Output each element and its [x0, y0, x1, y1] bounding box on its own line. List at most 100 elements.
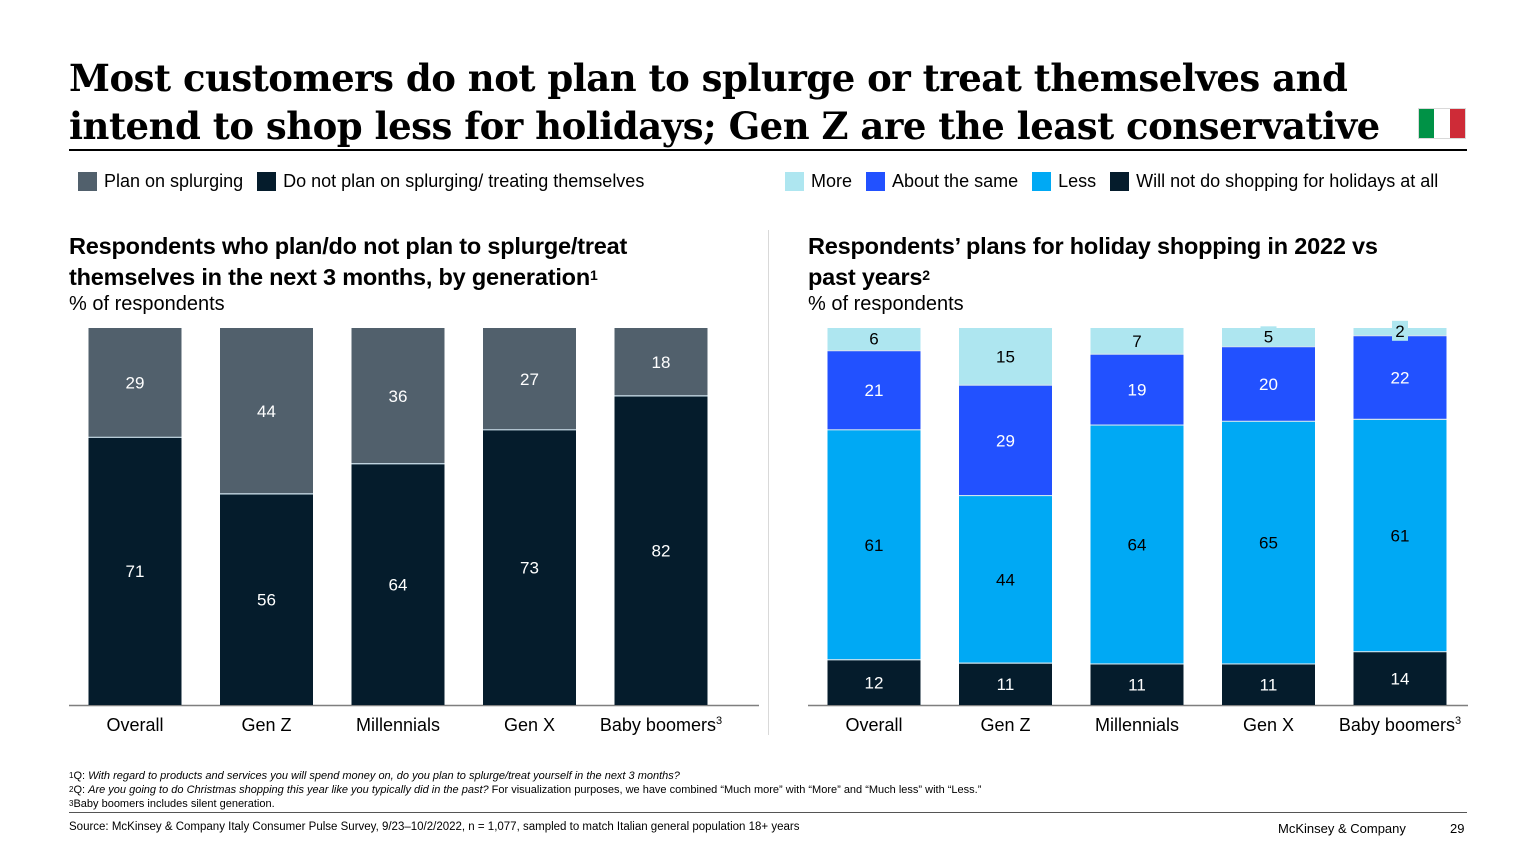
legend-label: Will not do shopping for holidays at all [1136, 171, 1439, 191]
data-label: 64 [389, 575, 408, 594]
bar-segment [220, 328, 313, 494]
data-label: 14 [1391, 669, 1410, 688]
data-label: 44 [257, 402, 276, 421]
x-tick-label: Baby boomers3 [1339, 715, 1461, 735]
data-label: 22 [1391, 369, 1410, 388]
legend-right: More About the same Less Will not do shoppi… [785, 171, 1438, 192]
footnote-2-prefix: Q: [73, 784, 89, 796]
legend-label: Less [1058, 171, 1097, 191]
footnotes: 1Q: With regard to products and services… [69, 769, 981, 811]
left-chart-title-line-1: Respondents who plan/do not plan to splu… [69, 233, 628, 259]
data-label: 15 [996, 348, 1015, 367]
bar-millennials: 11 64 19 7 [1090, 328, 1184, 705]
data-label-box [1392, 320, 1408, 341]
left-chart-title-line-2: themselves in the next 3 months, by gene… [69, 264, 590, 290]
bar-segment [1353, 335, 1447, 420]
bar-segment [88, 328, 182, 438]
legend-swatch [1110, 172, 1130, 191]
data-label: 18 [652, 353, 671, 372]
legend-label: Do not plan on splurging/ treating thems… [283, 171, 645, 191]
footnote-2: 2Q: Are you going to do Christmas shoppi… [69, 783, 981, 797]
right-chart-title-line-2: past years [808, 264, 923, 290]
bar-segment [1222, 346, 1315, 422]
right-stacked-bar-chart: 12 61 21 6 Overall 11 44 29 15 Gen Z 11 64 19 7 Millen… [808, 320, 1468, 735]
data-label: 73 [520, 558, 539, 577]
data-label: 29 [126, 374, 145, 393]
bar-segment [1090, 328, 1184, 355]
data-label: 65 [1259, 534, 1278, 553]
right-chart-title: Respondents’ plans for holiday shopping … [808, 231, 1378, 293]
bar-segment [959, 385, 1052, 496]
right-chart-unit: % of respondents [808, 293, 964, 315]
data-label-box [1260, 326, 1277, 347]
data-label: 29 [996, 431, 1015, 450]
left-chart-unit: % of respondents [69, 293, 225, 315]
bar-segment [959, 495, 1052, 664]
bar-segment [1090, 663, 1184, 705]
legend-right-item: Will not do shopping for holidays at all [1110, 171, 1438, 192]
x-tick-label: Millennials [356, 715, 440, 735]
x-tick-label: Gen Z [241, 715, 291, 735]
data-label: 61 [1391, 527, 1410, 546]
bar-segment [220, 493, 313, 705]
data-label: 11 [997, 675, 1015, 694]
bar-baby-boomers: 82 18 [614, 328, 708, 705]
data-label: 5 [1264, 327, 1273, 346]
legend-swatch [1032, 172, 1052, 191]
bar-segment [1090, 425, 1184, 664]
footnote-3: 3Baby boomers includes silent generation… [69, 797, 981, 811]
bar-segment [1222, 663, 1315, 705]
data-label: 7 [1132, 332, 1141, 351]
data-label: 82 [652, 541, 671, 560]
x-tick-label: Overall [845, 715, 902, 735]
footnote-ref-1: 1 [590, 267, 598, 283]
bar-segment [483, 429, 576, 705]
data-label: 19 [1128, 381, 1147, 400]
bar-gen-x: 73 27 [483, 328, 576, 705]
italy-flag-icon [1418, 108, 1466, 139]
page-number: 29 [1450, 821, 1465, 836]
data-label: 44 [996, 570, 1015, 589]
legend-left-item: Do not plan on splurging/ treating thems… [257, 171, 644, 192]
legend-swatch [257, 172, 277, 191]
bar-gen-z: 11 44 29 15 [959, 328, 1052, 705]
right-chart-title-line-1: Respondents’ plans for holiday shopping … [808, 233, 1378, 259]
legend-right-item: About the same [866, 171, 1018, 192]
footnote-ref-2: 2 [922, 267, 930, 283]
data-label: 64 [1128, 535, 1147, 554]
flag-stripe-green [1419, 109, 1435, 138]
bar-segment [88, 437, 182, 705]
footnote-2-note: For visualization purposes, we have comb… [488, 784, 982, 796]
title-divider [69, 149, 1467, 151]
x-tick-label: Gen Z [980, 715, 1030, 735]
footnote-1-prefix: Q: [73, 770, 89, 782]
footnote-2-number: 2 [69, 785, 74, 794]
data-label: 11 [1260, 675, 1278, 694]
data-label: 20 [1259, 375, 1278, 394]
panel-divider [768, 230, 769, 735]
footnote-1-question: With regard to products and services you… [88, 770, 680, 782]
bar-segment [827, 429, 921, 660]
legend-left: Plan on splurging Do not plan on splurgin… [78, 171, 644, 192]
bar-segment [483, 328, 576, 430]
legend-right-item: More [785, 171, 852, 192]
footnote-3-number: 3 [69, 799, 74, 808]
bar-segment [1090, 354, 1184, 426]
bar-millennials: 64 36 [351, 328, 445, 705]
bar-segment [1353, 419, 1447, 652]
footer-divider [69, 812, 1467, 813]
bar-gen-x: 11 65 20 5 [1222, 326, 1315, 705]
slide-title: Most customers do not plan to splurge or… [69, 54, 1399, 150]
data-label: 61 [865, 536, 884, 555]
flag-stripe-white [1434, 109, 1450, 138]
x-tick-label: Baby boomers3 [600, 715, 722, 735]
bar-segment [614, 395, 708, 705]
legend-left-item: Plan on splurging [78, 171, 243, 192]
footnote-2-question: Are you going to do Christmas shopping t… [88, 784, 489, 796]
data-label: 27 [520, 370, 539, 389]
x-tick-label: Gen X [504, 715, 555, 735]
left-stacked-bar-chart: 71 29 Overall 56 44 Gen Z 64 36 Millennials 73 27 G… [69, 328, 759, 735]
flag-stripe-red [1449, 109, 1465, 138]
data-label: 71 [126, 562, 145, 581]
